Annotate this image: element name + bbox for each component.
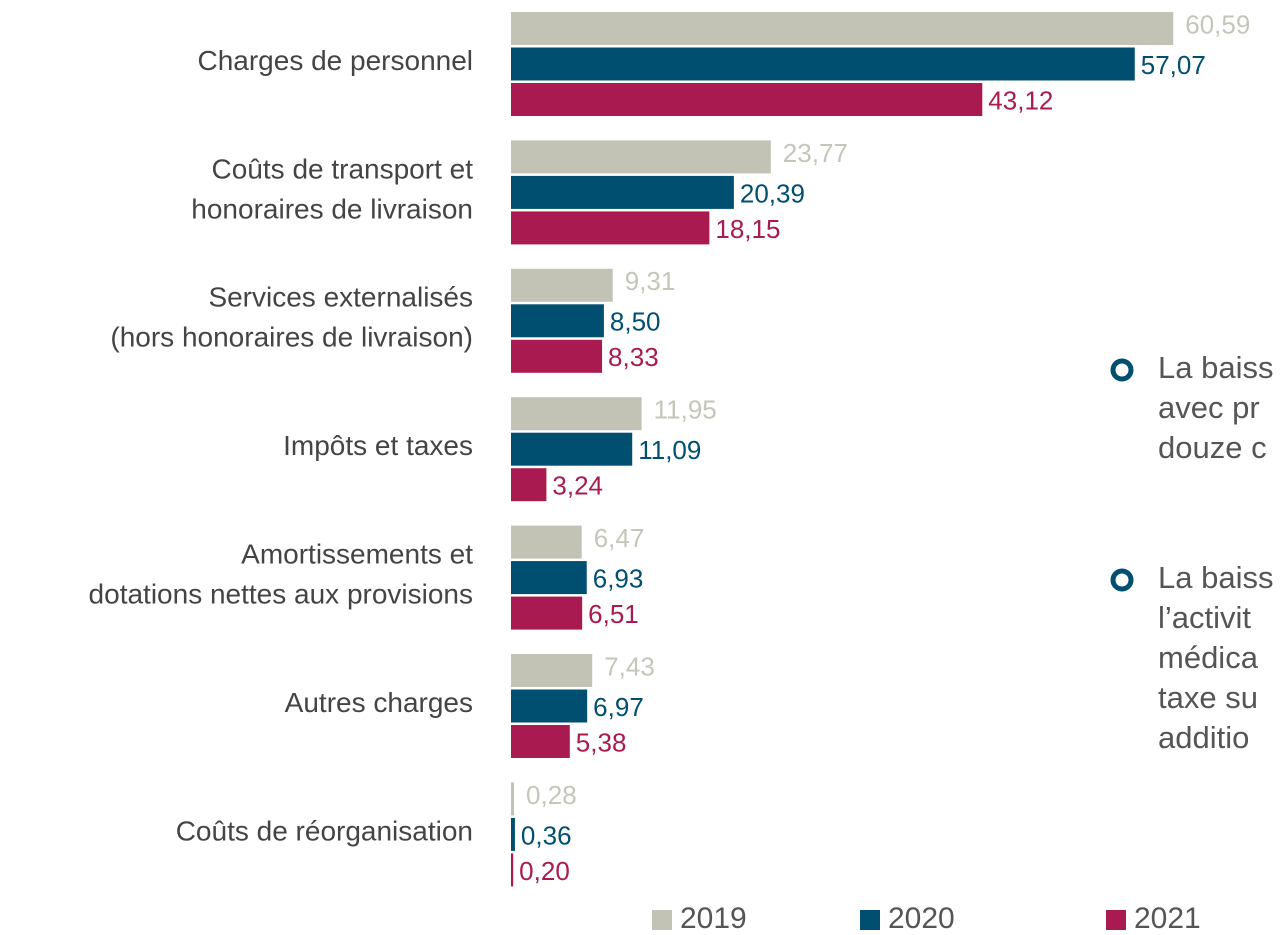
value-label: 0,20 <box>519 856 570 886</box>
bar <box>511 817 515 851</box>
value-label: 43,12 <box>988 85 1053 115</box>
bar <box>511 47 1135 81</box>
legend-swatch <box>652 910 672 930</box>
legend-label: 2019 <box>680 902 747 935</box>
category-label: Services externalisés <box>208 282 473 313</box>
legend-swatch <box>860 910 880 930</box>
bullet <box>1110 568 1134 592</box>
category-label: Coûts de transport et <box>212 153 474 184</box>
annotation: additio <box>1158 720 1249 755</box>
bar <box>511 468 547 502</box>
value-label: 6,47 <box>594 523 645 553</box>
bar <box>511 561 587 595</box>
legend-label: 2021 <box>1134 902 1201 935</box>
bar <box>511 654 593 687</box>
legend-swatch <box>1106 910 1126 930</box>
category-label: Autres charges <box>285 687 473 718</box>
bar <box>511 596 583 630</box>
value-label: 0,28 <box>526 780 577 810</box>
value-label: 11,95 <box>654 395 717 425</box>
bar <box>511 432 633 466</box>
value-label: 23,77 <box>783 138 848 168</box>
bar <box>511 140 771 174</box>
value-label: 3,24 <box>552 471 603 501</box>
annotation: avec pr <box>1158 390 1260 425</box>
value-label: 9,31 <box>625 266 676 296</box>
annotation: médica <box>1158 640 1259 675</box>
value-label: 18,15 <box>715 214 780 244</box>
value-label: 60,59 <box>1185 9 1250 39</box>
value-label: 11,09 <box>638 435 701 465</box>
category-label: honoraires de livraison <box>191 193 473 224</box>
annotation: l’activit <box>1158 600 1251 635</box>
annotation: taxe su <box>1158 680 1258 715</box>
bar <box>511 397 642 431</box>
category-label: Coûts de réorganisation <box>176 815 473 846</box>
bar <box>511 268 613 302</box>
bar <box>511 304 604 338</box>
value-label: 8,33 <box>608 342 659 372</box>
bar <box>511 175 734 209</box>
value-label: 0,36 <box>521 820 572 850</box>
value-label: 20,39 <box>740 178 805 208</box>
category-label: dotations nettes aux provisions <box>89 578 473 609</box>
value-label: 57,07 <box>1141 50 1206 80</box>
bar <box>511 12 1174 45</box>
bullet <box>1110 358 1134 382</box>
bar <box>511 782 515 816</box>
legend-label: 2020 <box>888 902 955 935</box>
value-label: 7,43 <box>604 651 655 681</box>
category-label: Charges de personnel <box>197 45 473 76</box>
value-label: 5,38 <box>576 727 627 757</box>
category-label: Amortissements et <box>241 538 473 569</box>
annotation: La baiss <box>1158 350 1273 385</box>
bar <box>511 525 582 559</box>
category-label: (hors honoraires de livraison) <box>110 322 473 353</box>
value-label: 6,97 <box>593 692 644 722</box>
annotation: La baiss <box>1158 560 1273 595</box>
category-label: Impôts et taxes <box>283 430 473 461</box>
value-label: 6,51 <box>588 599 639 629</box>
bar <box>511 339 603 373</box>
bar <box>511 83 983 116</box>
annotation: douze c <box>1158 430 1267 465</box>
bar <box>511 689 588 723</box>
bar <box>511 853 514 887</box>
value-label: 6,93 <box>593 563 644 593</box>
bar <box>511 211 710 245</box>
bar <box>511 725 570 758</box>
value-label: 8,50 <box>610 307 661 337</box>
